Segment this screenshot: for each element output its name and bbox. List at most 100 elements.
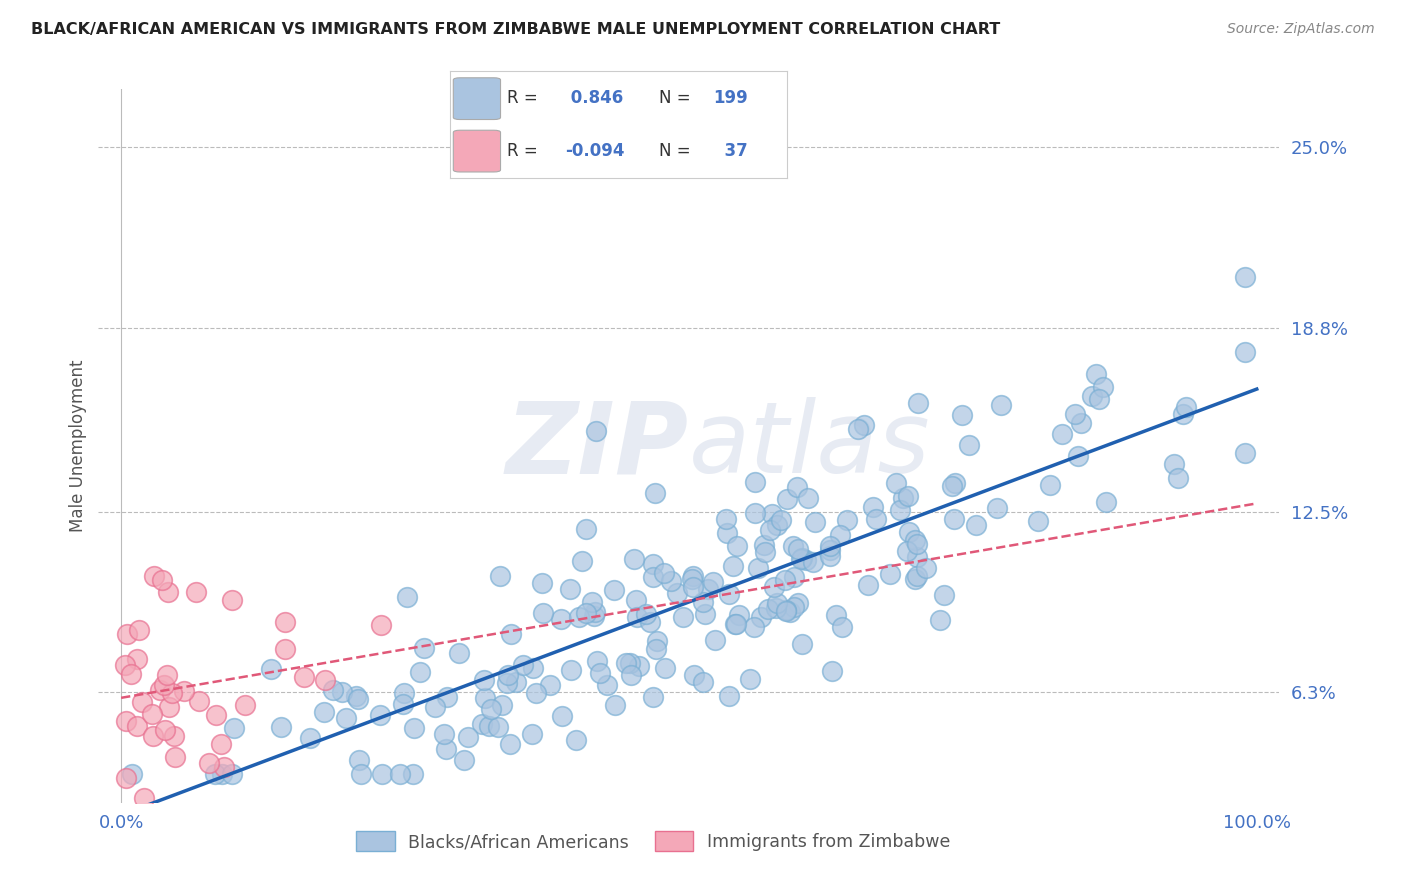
Point	[728, 607, 751, 622]
Point	[758, 523, 780, 537]
Point	[391, 697, 413, 711]
Point	[821, 664, 844, 678]
Point	[744, 506, 766, 520]
Point	[775, 602, 797, 616]
Point	[314, 673, 336, 687]
Point	[498, 737, 520, 751]
Point	[738, 672, 761, 686]
Point	[1234, 269, 1257, 284]
Point	[214, 760, 236, 774]
Text: BLACK/AFRICAN AMERICAN VS IMMIGRANTS FROM ZIMBABWE MALE UNEMPLOYMENT CORRELATION: BLACK/AFRICAN AMERICAN VS IMMIGRANTS FRO…	[31, 22, 1000, 37]
Point	[828, 528, 851, 542]
Point	[766, 518, 789, 533]
Point	[614, 656, 637, 670]
Point	[114, 658, 136, 673]
Point	[550, 708, 572, 723]
Point	[314, 705, 336, 719]
Point	[522, 661, 544, 675]
Point	[114, 714, 136, 728]
Point	[605, 698, 627, 713]
Point	[783, 599, 806, 614]
Point	[413, 641, 436, 656]
Point	[627, 659, 650, 673]
Point	[447, 647, 470, 661]
Point	[641, 570, 664, 584]
Point	[659, 574, 682, 588]
Point	[905, 536, 928, 550]
Point	[125, 719, 148, 733]
Point	[904, 572, 927, 586]
Point	[501, 627, 523, 641]
Point	[389, 766, 412, 780]
Point	[744, 620, 766, 634]
Point	[478, 719, 501, 733]
Point	[350, 766, 373, 780]
Point	[623, 552, 645, 566]
Point	[155, 723, 177, 738]
Text: N =: N =	[659, 89, 690, 107]
Point	[583, 605, 606, 619]
Point	[697, 582, 720, 596]
Point	[186, 585, 208, 599]
Point	[392, 686, 415, 700]
Point	[787, 542, 810, 557]
Point	[782, 540, 804, 554]
FancyBboxPatch shape	[453, 130, 501, 172]
Point	[666, 586, 689, 600]
Point	[344, 690, 367, 704]
Point	[640, 615, 662, 629]
Point	[589, 666, 612, 681]
Point	[905, 550, 928, 565]
Point	[957, 438, 980, 452]
Text: R =: R =	[508, 89, 538, 107]
Point	[907, 395, 929, 409]
Text: 37: 37	[713, 142, 748, 160]
Point	[790, 552, 813, 566]
Point	[292, 670, 315, 684]
Point	[831, 620, 853, 634]
Point	[436, 690, 458, 704]
Point	[1234, 445, 1257, 459]
Y-axis label: Male Unemployment: Male Unemployment	[69, 359, 87, 533]
Point	[654, 661, 676, 675]
Point	[583, 608, 606, 623]
Point	[763, 581, 786, 595]
Point	[165, 749, 187, 764]
Point	[862, 500, 884, 515]
Point	[818, 539, 841, 553]
Point	[204, 708, 226, 723]
Point	[560, 582, 582, 597]
Point	[571, 554, 593, 568]
Point	[370, 618, 392, 632]
Point	[402, 766, 425, 780]
Legend: Blacks/African Americans, Immigrants from Zimbabwe: Blacks/African Americans, Immigrants fro…	[350, 824, 957, 858]
Point	[1026, 514, 1049, 528]
Point	[965, 518, 987, 533]
Point	[634, 607, 657, 622]
Point	[779, 605, 801, 619]
Point	[585, 654, 607, 668]
Point	[723, 558, 745, 573]
Point	[347, 753, 370, 767]
Point	[322, 683, 344, 698]
Point	[619, 656, 641, 670]
Point	[692, 674, 714, 689]
Point	[752, 538, 775, 552]
Point	[149, 683, 172, 698]
Point	[1081, 388, 1104, 402]
Point	[371, 766, 394, 780]
Point	[758, 602, 780, 616]
Point	[896, 544, 918, 558]
Text: N =: N =	[659, 142, 690, 160]
Text: atlas: atlas	[689, 398, 931, 494]
Point	[540, 678, 562, 692]
Point	[453, 753, 475, 767]
Point	[897, 489, 920, 503]
Point	[790, 637, 813, 651]
Point	[776, 491, 799, 506]
Point	[626, 609, 648, 624]
Point	[786, 480, 808, 494]
Point	[512, 658, 534, 673]
Point	[1067, 449, 1090, 463]
Point	[945, 475, 967, 490]
